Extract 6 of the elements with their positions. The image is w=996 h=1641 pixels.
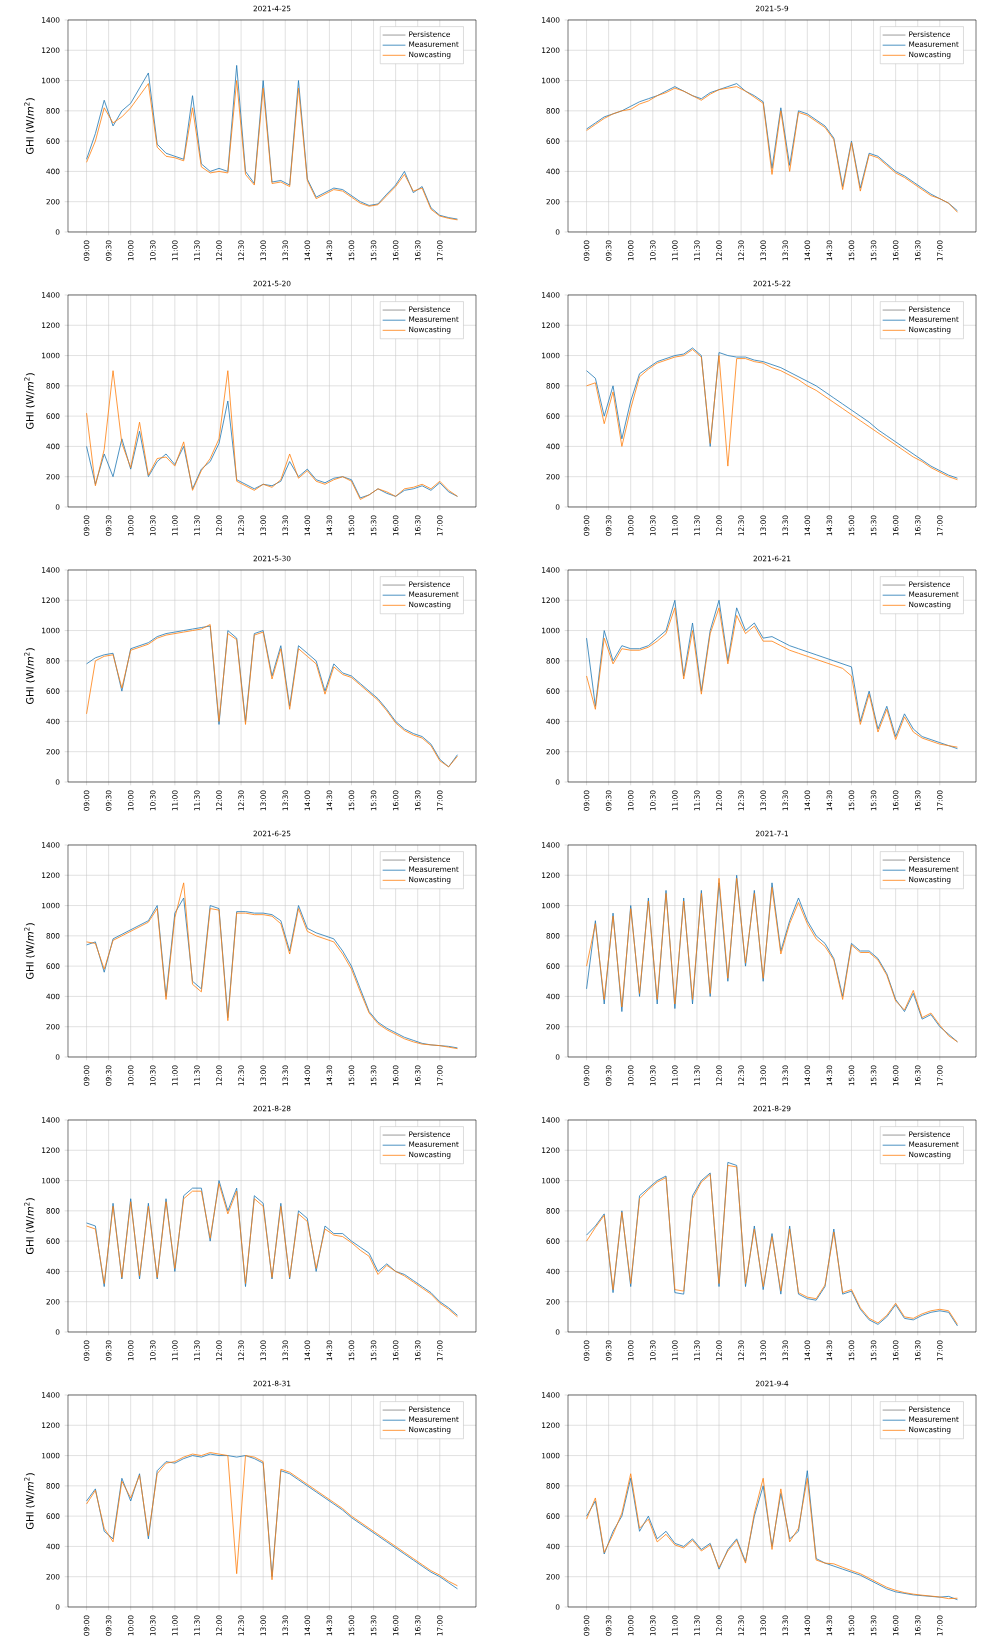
y-axis-title: GHI (W/m$^{2}$) xyxy=(24,648,35,705)
y-axis-title: GHI (W/m$^{2}$) xyxy=(24,1473,35,1530)
y-axis-title: GHI (W/m$^{2}$) xyxy=(24,373,35,430)
y-axis-title: GHI (W/m$^{2}$) xyxy=(24,1198,35,1255)
y-axis-title: GHI (W/m$^{2}$) xyxy=(24,98,35,155)
y-axis-title: GHI (W/m$^{2}$) xyxy=(24,923,35,980)
